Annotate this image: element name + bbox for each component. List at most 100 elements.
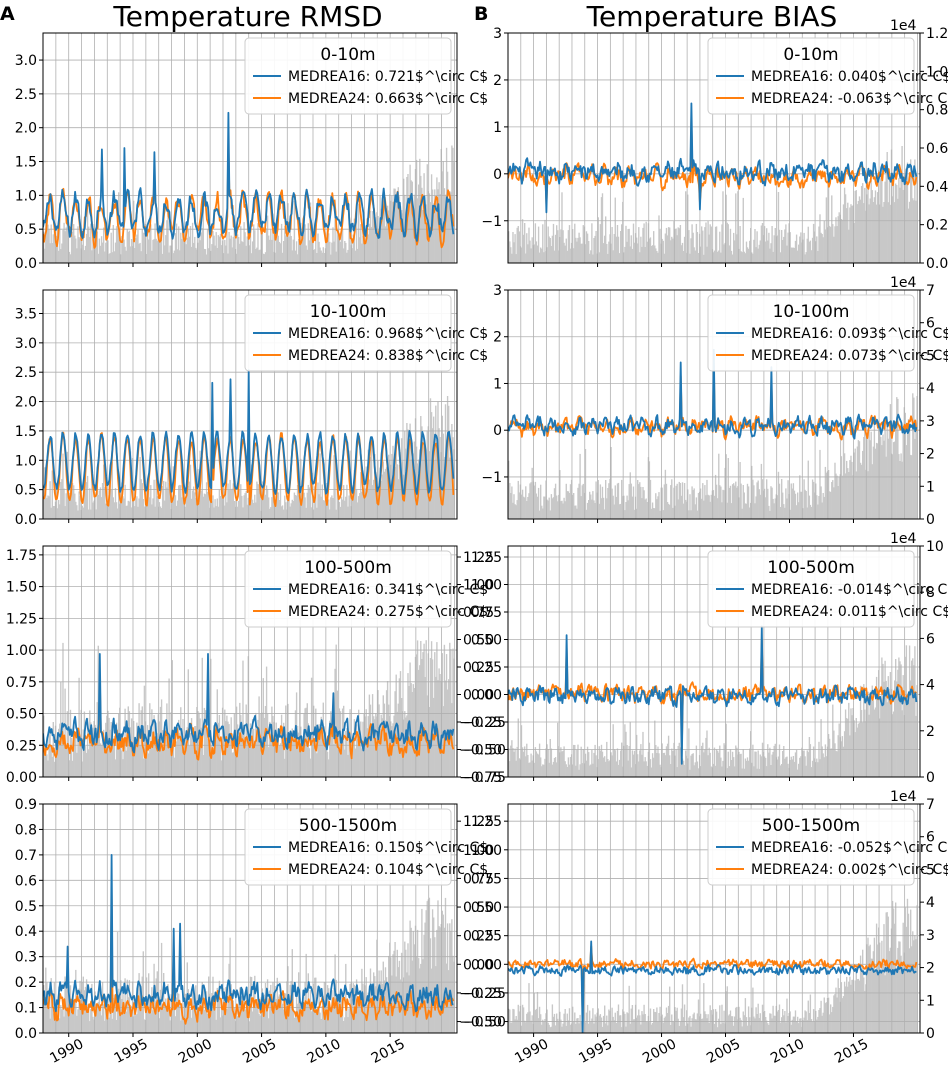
histogram-bar xyxy=(425,463,427,519)
legend-depth-title: 500-1500m xyxy=(299,816,397,836)
histogram-bar xyxy=(329,509,331,519)
histogram-bar xyxy=(382,208,384,263)
histogram-bar xyxy=(757,248,759,263)
histogram-bar xyxy=(82,507,84,519)
histogram-bar xyxy=(857,978,860,1033)
histogram-bar xyxy=(545,480,547,519)
histogram-bar xyxy=(92,727,94,777)
histogram-bar xyxy=(885,456,887,519)
histogram-bar xyxy=(854,980,856,1033)
histogram-bar xyxy=(511,486,513,519)
histogram-bar xyxy=(788,1013,790,1033)
histogram-bar xyxy=(591,749,593,777)
histogram-bar xyxy=(154,506,156,519)
histogram-bar xyxy=(548,497,550,519)
histogram-bar xyxy=(169,488,171,519)
y-tick-label: 2.5 xyxy=(15,87,37,103)
histogram-bar xyxy=(126,505,128,519)
histogram-bar xyxy=(396,201,398,263)
histogram-bar xyxy=(227,483,229,519)
histogram-bar xyxy=(899,187,901,263)
histogram-bar xyxy=(343,1021,345,1033)
histogram-bar xyxy=(781,764,783,777)
histogram-bar xyxy=(661,1014,663,1033)
histogram-bar xyxy=(516,500,518,519)
histogram-bar xyxy=(552,497,555,519)
histogram-bar xyxy=(773,1015,775,1033)
histogram-bar xyxy=(189,732,192,777)
histogram-bar xyxy=(800,232,802,263)
histogram-bar xyxy=(323,253,326,263)
histogram-bar xyxy=(431,659,434,777)
histogram-bar xyxy=(541,1024,543,1033)
histogram-bar xyxy=(808,1013,811,1033)
histogram-bar xyxy=(912,931,914,1033)
histogram-bar xyxy=(48,496,50,519)
histogram-bar xyxy=(554,757,557,777)
histogram-bar xyxy=(860,464,863,519)
histogram-bar xyxy=(214,245,216,263)
histogram-bar xyxy=(695,1019,698,1033)
histogram-bar xyxy=(614,485,616,519)
histogram-bar xyxy=(355,724,358,777)
histogram-bar xyxy=(620,231,622,263)
histogram-bar xyxy=(569,1024,572,1033)
histogram-bar xyxy=(808,241,811,263)
histogram-bar xyxy=(682,1017,685,1033)
histogram-bar xyxy=(720,252,722,263)
histogram-bar xyxy=(259,476,261,519)
histogram-bar xyxy=(719,485,721,519)
histogram-bar xyxy=(385,977,388,1033)
histogram-bar xyxy=(390,957,392,1033)
histogram-bar xyxy=(556,495,558,519)
histogram-bar xyxy=(543,764,545,777)
y-tick-label: 1.25 xyxy=(6,611,37,627)
histogram-bar xyxy=(217,722,219,777)
histogram-bar xyxy=(256,481,258,519)
histogram-bar xyxy=(871,190,873,263)
histogram-bar xyxy=(579,453,581,519)
histogram-bar xyxy=(693,247,695,263)
histogram-bar xyxy=(590,250,592,263)
histogram-bar xyxy=(352,735,354,777)
histogram-bar xyxy=(585,509,588,519)
histogram-bar xyxy=(520,247,523,263)
histogram-bar xyxy=(754,1018,756,1033)
histogram-bar xyxy=(781,230,783,263)
histogram-bar xyxy=(79,736,81,777)
histogram-bar xyxy=(315,231,317,263)
histogram-bar xyxy=(894,441,896,519)
histogram-bar xyxy=(352,493,354,519)
secondary-y-tick-label: 0.2 xyxy=(926,218,948,234)
histogram-bar xyxy=(62,453,64,519)
histogram-bar xyxy=(662,240,664,263)
histogram-bar xyxy=(607,1025,609,1033)
histogram-bar xyxy=(667,1005,670,1033)
histogram-bar xyxy=(225,245,227,263)
histogram-bar xyxy=(707,755,709,777)
histogram-bar xyxy=(650,246,653,263)
histogram-bar xyxy=(90,1009,92,1033)
histogram-bar xyxy=(781,479,783,519)
histogram-bar xyxy=(530,1020,532,1033)
histogram-bar xyxy=(186,727,188,777)
histogram-bar xyxy=(831,482,833,519)
histogram-bar xyxy=(530,753,532,777)
histogram-bar xyxy=(911,177,913,263)
histogram-bar xyxy=(336,1001,338,1033)
histogram-bar xyxy=(846,976,848,1033)
histogram-bar xyxy=(900,955,902,1033)
histogram-bar xyxy=(198,234,200,263)
histogram-bar xyxy=(572,1006,574,1033)
histogram-bar xyxy=(269,721,271,777)
histogram-bar xyxy=(601,1026,604,1033)
histogram-bar xyxy=(409,662,411,777)
histogram-bar xyxy=(636,1017,638,1033)
histogram-bar xyxy=(411,181,413,263)
histogram-bar xyxy=(605,216,607,263)
histogram-bar xyxy=(334,458,336,519)
histogram-bar xyxy=(514,234,516,263)
histogram-bar xyxy=(594,744,596,777)
histogram-bar xyxy=(777,756,780,777)
histogram-bar xyxy=(319,453,321,519)
